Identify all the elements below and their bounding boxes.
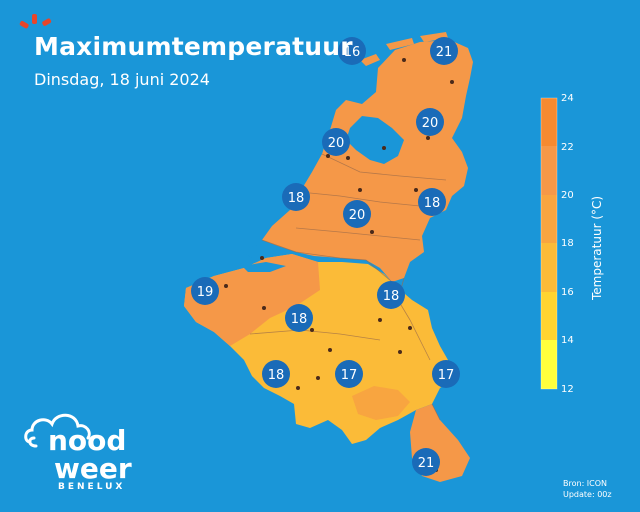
legend-tick-label: 16 [561, 287, 574, 298]
ijsselmeer [346, 116, 404, 164]
legend-band-c18 [541, 195, 557, 243]
temp-label-luxemburg: 21 [412, 448, 440, 476]
svg-text:17: 17 [438, 368, 455, 383]
temp-label-brabant: 20 [343, 200, 371, 228]
temp-label-gent: 18 [285, 304, 313, 332]
legend-tick-label: 12 [561, 384, 574, 395]
logo-subtitle: BENELUX [58, 482, 126, 492]
city-dots [224, 58, 454, 472]
ardennes-cool-area [352, 386, 410, 420]
legend-tick-label: 14 [561, 335, 574, 346]
source-info: Bron: ICON Update: 00z [563, 478, 612, 500]
svg-text:19: 19 [197, 285, 214, 300]
cloud-sun-icon [24, 413, 91, 448]
svg-text:20: 20 [422, 116, 439, 131]
legend-band-c16 [541, 243, 557, 292]
legend-tick-label: 18 [561, 238, 574, 249]
source-line: Bron: ICON [563, 479, 608, 488]
sparks-icon [19, 14, 52, 29]
page-title: Maximumtemperatuur [34, 32, 353, 61]
temp-label-henegouwen: 18 [262, 360, 290, 388]
temp-label-limburg-nl: 18 [418, 188, 446, 216]
legend-tick-label: 20 [561, 190, 574, 201]
land [184, 32, 473, 482]
legend-title: Temperatuur (°C) [590, 195, 604, 300]
svg-text:21: 21 [436, 45, 453, 60]
svg-text:18: 18 [268, 368, 285, 383]
temp-label-hasselt: 18 [377, 281, 405, 309]
svg-text:18: 18 [291, 312, 308, 327]
legend-band-c14 [541, 292, 557, 340]
logo-word-weer: weer [54, 452, 132, 485]
page-subtitle: Dinsdag, 18 juni 2024 [34, 70, 210, 89]
borders [249, 153, 447, 421]
zeeland-water [240, 244, 286, 272]
svg-text:18: 18 [424, 196, 441, 211]
legend-band-c12 [541, 340, 557, 389]
svg-text:18: 18 [288, 191, 305, 206]
legend-tick-label: 24 [561, 93, 574, 104]
temp-label-namen: 17 [335, 360, 363, 388]
update-line: Update: 00z [563, 490, 612, 499]
temp-label-zwolle: 20 [416, 108, 444, 136]
temp-label-amsterdam: 20 [322, 128, 350, 156]
temp-label-rotterdam: 18 [282, 183, 310, 211]
temp-label-den-helder: 16 [338, 37, 366, 65]
legend-tick-label: 22 [561, 142, 574, 153]
netherlands-area [262, 40, 473, 282]
svg-text:21: 21 [418, 456, 435, 471]
legend-band-c22 [541, 98, 557, 146]
wadden-islands [360, 32, 448, 66]
svg-text:20: 20 [349, 208, 366, 223]
logo-word-nood: nood [48, 424, 126, 457]
temp-label-kust: 19 [191, 277, 219, 305]
temp-label-oostkantons: 17 [432, 360, 460, 388]
flanders-warm-area [184, 254, 320, 346]
svg-text:16: 16 [344, 45, 361, 60]
noodweer-logo: nood weer [24, 413, 132, 485]
svg-text:17: 17 [341, 368, 358, 383]
legend-frame [540, 97, 558, 390]
svg-text:18: 18 [383, 289, 400, 304]
temp-label-groningen: 21 [430, 37, 458, 65]
legend: 24 22 20 18 16 14 12 [540, 93, 574, 395]
svg-text:20: 20 [328, 136, 345, 151]
legend-band-c20 [541, 146, 557, 195]
temperature-labels: 16 21 20 20 18 20 18 19 18 18 18 17 17 2… [191, 37, 460, 476]
